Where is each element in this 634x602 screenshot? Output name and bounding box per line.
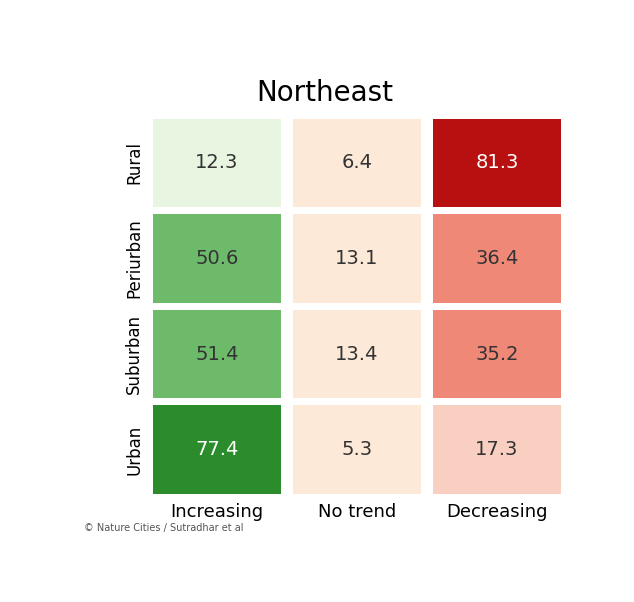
- Text: 13.1: 13.1: [335, 249, 378, 268]
- Text: 6.4: 6.4: [341, 154, 372, 172]
- Text: 81.3: 81.3: [476, 154, 519, 172]
- Bar: [293, 119, 421, 207]
- Text: 5.3: 5.3: [341, 440, 372, 459]
- Text: Northeast: Northeast: [256, 79, 394, 107]
- Bar: [293, 214, 421, 303]
- Bar: [433, 310, 561, 399]
- Bar: [153, 310, 281, 399]
- Text: Rural: Rural: [125, 141, 143, 184]
- Text: 50.6: 50.6: [195, 249, 238, 268]
- Text: 36.4: 36.4: [476, 249, 519, 268]
- Text: 51.4: 51.4: [195, 344, 238, 364]
- Text: 13.4: 13.4: [335, 344, 378, 364]
- Text: Periurban: Periurban: [125, 219, 143, 299]
- Text: © Nature Cities / Sutradhar et al: © Nature Cities / Sutradhar et al: [84, 524, 243, 533]
- Text: Suburban: Suburban: [125, 314, 143, 394]
- Bar: [153, 119, 281, 207]
- Text: Decreasing: Decreasing: [446, 503, 548, 521]
- Bar: [153, 405, 281, 494]
- Text: Increasing: Increasing: [171, 503, 263, 521]
- Bar: [153, 214, 281, 303]
- Text: Urban: Urban: [125, 424, 143, 475]
- Text: 12.3: 12.3: [195, 154, 238, 172]
- Bar: [293, 405, 421, 494]
- Text: 35.2: 35.2: [475, 344, 519, 364]
- Bar: [293, 310, 421, 399]
- Bar: [433, 119, 561, 207]
- Bar: [433, 214, 561, 303]
- Text: 77.4: 77.4: [195, 440, 238, 459]
- Text: No trend: No trend: [318, 503, 396, 521]
- Text: 17.3: 17.3: [476, 440, 519, 459]
- Bar: [433, 405, 561, 494]
